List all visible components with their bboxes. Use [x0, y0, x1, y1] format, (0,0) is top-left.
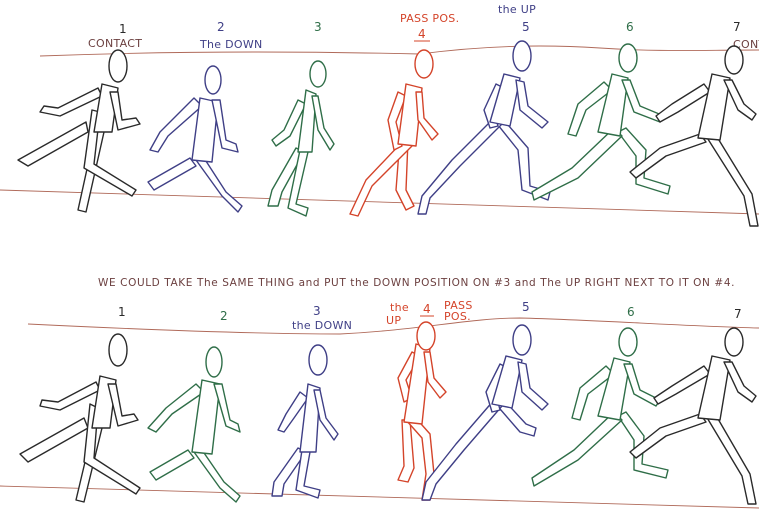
top-frame-number-5: 5	[522, 20, 530, 34]
bottom-label-up-line1: the	[390, 301, 409, 314]
top-runner-6	[531, 43, 671, 201]
top-label-pass-pos: PASS POS.	[400, 12, 459, 25]
top-label-up: the UP	[498, 3, 536, 16]
top-runner-5	[417, 40, 551, 215]
bottom-runner-3	[271, 344, 339, 499]
bottom-frame-number-2: 2	[220, 309, 228, 323]
bottom-runner-6	[531, 327, 669, 487]
top-frame-number-1: 1	[119, 22, 127, 36]
top-frame-number-4: 4	[418, 27, 426, 41]
bottom-frame-number-5: 5	[522, 300, 530, 314]
bottom-frame-number-4: 4	[423, 302, 431, 316]
top-frame-number-6: 6	[626, 20, 634, 34]
bottom-runner-1	[19, 333, 141, 503]
bottom-runner-7	[629, 327, 757, 505]
top-ground-line	[0, 189, 759, 215]
bottom-frame-number-7: 7	[734, 307, 742, 321]
bottom-label-up-line2: UP	[386, 314, 401, 327]
bottom-runner-4	[397, 321, 447, 501]
top-label-contact-cut: CONTA	[733, 38, 759, 51]
top-runner-2	[147, 65, 243, 213]
top-head-guide-line	[39, 45, 759, 57]
top-frame-number-2: 2	[217, 20, 225, 34]
top-label-down: The DOWN	[199, 38, 263, 51]
top-runner-4	[349, 49, 439, 217]
bottom-frame-number-6: 6	[627, 305, 635, 319]
bottom-frame-number-3: 3	[313, 304, 321, 318]
bottom-label-down: the DOWN	[292, 319, 352, 332]
top-frame-number-3: 3	[314, 20, 322, 34]
instruction-note: WE COULD TAKE The SAME THING and PUT the…	[98, 277, 735, 289]
top-frame-number-7: 7	[733, 20, 741, 34]
top-runner-3	[267, 60, 335, 217]
bottom-label-pass-line1: PASS	[444, 299, 473, 312]
bottom-label-pass-line2: POS.	[444, 310, 471, 323]
bottom-frame-number-1: 1	[118, 305, 126, 319]
top-runner-7	[629, 45, 759, 227]
top-label-contact: CONTACT	[88, 37, 142, 50]
top-runner-1	[17, 49, 141, 213]
bottom-runner-2	[147, 346, 241, 503]
bottom-ground-line	[0, 485, 759, 509]
top-strip: 1 2 3 4 5 6 7 CONTACT The DOWN PASS POS.…	[0, 3, 759, 227]
bottom-strip: 1 2 3 4 5 6 7 the DOWN the UP PASS POS.	[0, 299, 759, 509]
bottom-runner-5	[421, 324, 549, 501]
